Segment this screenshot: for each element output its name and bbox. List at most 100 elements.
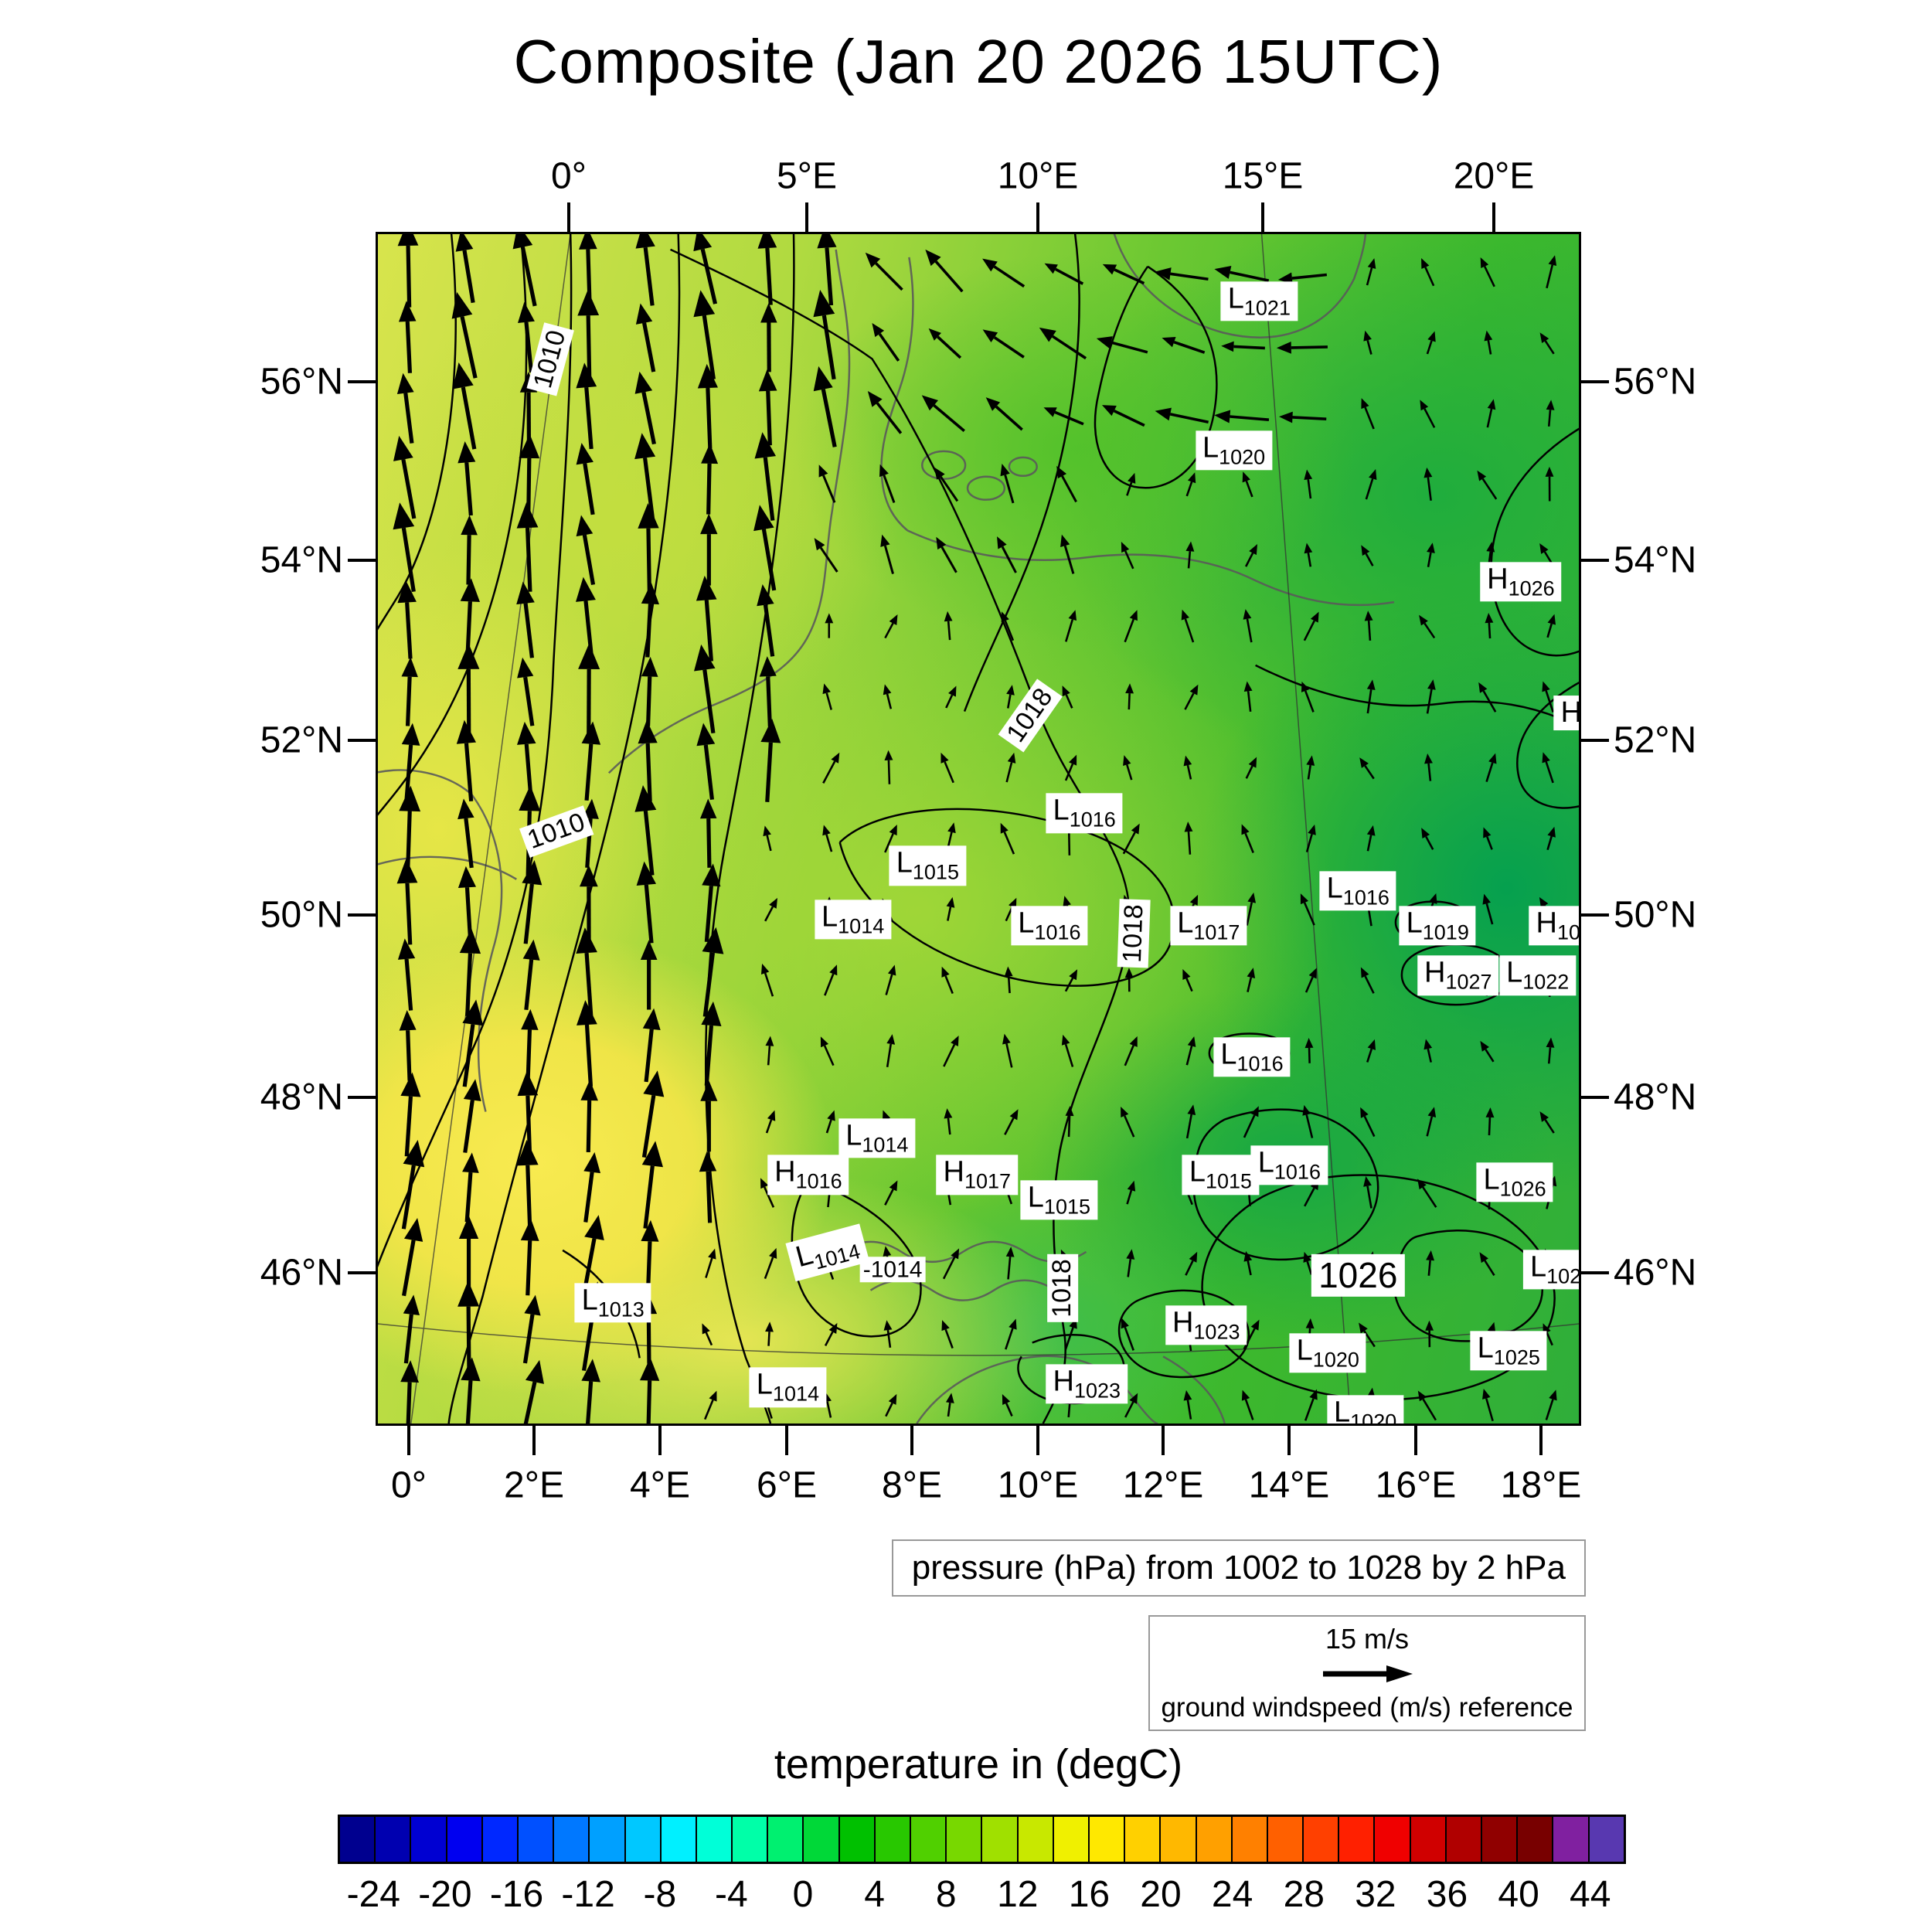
pressure-center-label: H1023: [1046, 1364, 1128, 1404]
wind-arrow: [1243, 681, 1253, 713]
axis-tick: [348, 559, 376, 562]
colorbar-tick-label: -20: [418, 1874, 472, 1915]
wind-arrow: [943, 1035, 959, 1067]
pressure-center-label: L1016: [1011, 905, 1088, 946]
pressure-center-label: L1015: [1182, 1155, 1260, 1196]
wind-arrow: [1124, 1036, 1138, 1066]
wind-arrow: [1124, 1393, 1138, 1418]
pressure-center-label: L1014: [838, 1117, 916, 1158]
colorbar-cell: [340, 1817, 376, 1862]
axis-tick-label-lon: 0°: [551, 155, 587, 197]
wind-arrow: [1301, 681, 1315, 713]
wind-arrow: [879, 464, 896, 503]
colorbar-tick-label: 44: [1569, 1874, 1611, 1915]
wind-arrow: [1546, 255, 1557, 289]
wind-arrow: [393, 502, 416, 592]
pressure-center-label: L1025: [1470, 1330, 1547, 1371]
colorbar-cell: [1518, 1817, 1554, 1862]
colorbar-title: temperature in (degC): [774, 1741, 1183, 1787]
wind-arrow: [1426, 331, 1436, 355]
wind-arrow: [1305, 824, 1316, 852]
wind-arrow: [1214, 265, 1270, 282]
wind-reference-speed: 15 m/s: [1325, 1623, 1410, 1655]
wind-arrow: [1366, 1039, 1376, 1063]
wind-arrow: [459, 928, 481, 1016]
wind-arrow: [577, 290, 600, 379]
colorbar-cell: [1232, 1817, 1268, 1862]
wind-arrow: [1300, 893, 1315, 926]
wind-arrow: [928, 328, 962, 359]
colorbar-cell: [1161, 1817, 1197, 1862]
wind-arrow: [1539, 1111, 1555, 1134]
wind-arrow: [642, 1008, 661, 1083]
wind-arrow: [1155, 267, 1209, 281]
weather-map: 1010 L1021 L1020 H1026 H 1018 L1016 1010 L1015 L1…: [376, 232, 1581, 1426]
wind-arrow: [765, 1110, 776, 1134]
wind-arrow: [1359, 757, 1375, 780]
wind-arrow: [1363, 330, 1372, 355]
axis-tick: [805, 202, 808, 232]
wind-arrow: [1243, 1319, 1260, 1350]
wind-arrow: [997, 536, 1017, 573]
wind-arrow: [523, 1359, 544, 1423]
wind-arrow: [396, 372, 414, 444]
wind-arrow: [461, 515, 478, 585]
axis-tick-label-lon: 16°E: [1375, 1464, 1457, 1506]
wind-arrow: [520, 1219, 539, 1296]
pressure-center-label: L1021: [1220, 281, 1298, 321]
colorbar-cell: [982, 1817, 1019, 1862]
wind-arrows: [393, 234, 1557, 1423]
wind-arrow: [576, 443, 595, 515]
colorbar-cell: [1304, 1817, 1340, 1862]
colorbar-cell: [1482, 1817, 1519, 1862]
wind-arrow: [1361, 545, 1374, 566]
axis-tick: [1581, 1271, 1609, 1274]
wind-arrow: [636, 861, 657, 944]
axis-tick-label-lat: 54°N: [1614, 539, 1697, 581]
wind-arrow: [1482, 1388, 1494, 1422]
contour-value-label: 1018: [1047, 1254, 1078, 1323]
axis-tick: [348, 739, 376, 742]
wind-arrow: [1542, 681, 1554, 713]
wind-arrow: [457, 798, 474, 869]
wind-arrow: [825, 613, 834, 638]
wind-arrow: [699, 798, 717, 868]
pressure-center-label: L1016: [1319, 871, 1396, 911]
wind-arrow: [457, 1281, 480, 1372]
wind-arrow: [1002, 1393, 1013, 1417]
colorbar-cell: [1089, 1817, 1126, 1862]
wind-arrow: [1480, 257, 1495, 287]
wind-arrow: [1001, 611, 1015, 641]
axis-tick-label-lon: 4°E: [630, 1464, 690, 1506]
wind-arrow: [696, 723, 716, 800]
wind-arrow: [399, 1009, 417, 1081]
wind-reference-arrow-icon: [1323, 1665, 1413, 1682]
wind-arrow: [1426, 679, 1436, 714]
wind-arrow: [936, 536, 957, 573]
axis-tick: [1261, 202, 1264, 232]
wind-arrow: [576, 362, 597, 450]
axis-tick-label-lat: 54°N: [260, 539, 343, 581]
wind-arrow: [702, 863, 721, 943]
wind-arrow: [397, 234, 419, 308]
wind-arrow: [1065, 1106, 1074, 1138]
wind-arrow: [456, 719, 477, 802]
wind-arrow: [1043, 407, 1084, 426]
wind-arrow: [641, 656, 658, 726]
wind-arrow: [693, 290, 716, 380]
wind-arrow: [1366, 679, 1376, 714]
wind-arrow: [1423, 1039, 1433, 1063]
pressure-center-label: L1016: [1046, 793, 1123, 833]
pressure-center-label: L1014: [785, 1223, 870, 1282]
wind-arrow: [1245, 544, 1258, 567]
axis-tick-label-lon: 8°E: [882, 1464, 942, 1506]
wind-arrow: [397, 938, 416, 1011]
wind-arrow: [934, 467, 959, 502]
wind-arrow: [640, 940, 658, 1010]
wind-arrow: [1426, 1250, 1435, 1276]
contour-value-label: 1010: [519, 804, 594, 858]
wind-arrow: [1122, 823, 1140, 855]
wind-arrow: [1185, 1036, 1196, 1066]
wind-arrow: [867, 391, 903, 434]
wind-arrow: [944, 1108, 953, 1135]
